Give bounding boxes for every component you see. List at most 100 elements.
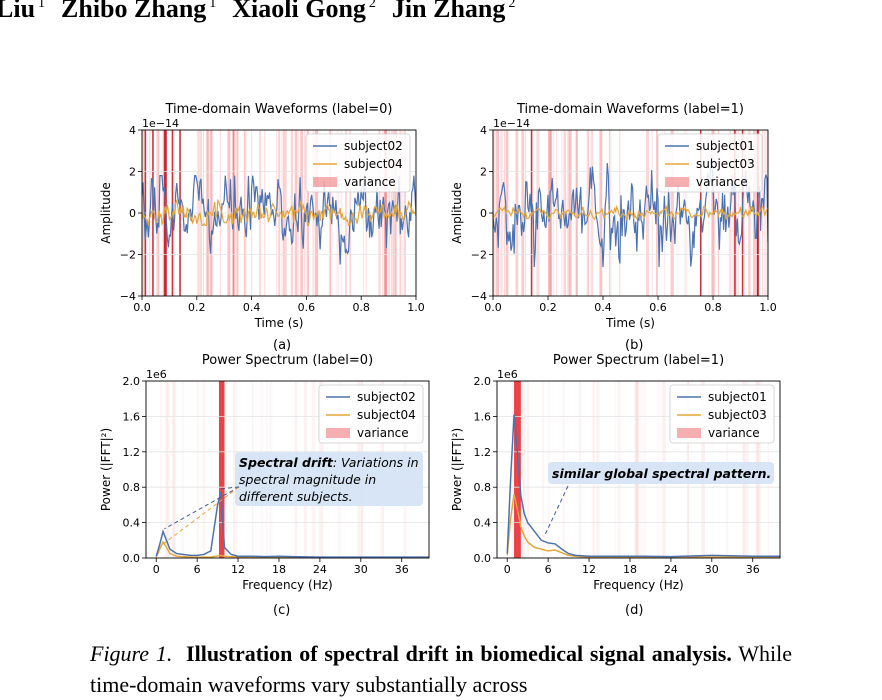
annotation-bold: Spectral drift xyxy=(239,455,334,470)
x-tick-label: 12 xyxy=(231,563,245,576)
series-line-subject01 xyxy=(506,414,780,558)
y-tick-label: 0.4 xyxy=(474,517,492,530)
caption-text: While time-domain waveforms vary substan… xyxy=(90,641,793,697)
legend-entry: variance xyxy=(708,426,760,440)
x-tick-label: 0.0 xyxy=(484,301,502,314)
variance-band xyxy=(160,381,162,558)
chart-title: Power Spectrum (label=1) xyxy=(553,353,724,368)
legend-entry: subject03 xyxy=(708,408,767,422)
plot-area xyxy=(142,130,416,296)
x-tick-label: 0.2 xyxy=(188,301,206,314)
series-line-subject02 xyxy=(142,175,416,265)
legend: subject01 subject03 variance xyxy=(657,133,763,193)
variance-band-peak xyxy=(514,381,521,558)
x-tick-label: 6 xyxy=(194,563,201,576)
ticks: 0 6 12 18 24 30 36 0.0 0.4 0.8 1.2 1.6 2.0 xyxy=(123,375,409,576)
chart-panel: 0.0 0.2 0.4 0.6 0.8 1.0 −4 −2 0 2 4 1e−14Time-domai… xyxy=(450,102,777,330)
variance-band xyxy=(197,381,200,558)
axes-frame xyxy=(145,380,430,559)
x-tick-label: 0.6 xyxy=(298,301,316,314)
legend-entry: variance xyxy=(344,175,396,189)
legend-box xyxy=(657,133,763,193)
x-tick-label: 0.8 xyxy=(352,301,370,314)
y-axis-label: Power (|FFT|²) xyxy=(99,428,113,511)
y-tick-label: 1.2 xyxy=(123,446,141,459)
series-line-subject03 xyxy=(493,204,768,222)
variance-band-peak xyxy=(218,381,225,558)
annotation-box xyxy=(548,462,774,484)
x-tick-label: 24 xyxy=(664,563,678,576)
y-tick-label: 0.8 xyxy=(474,481,492,494)
legend-box xyxy=(305,133,411,193)
y-tick-label: 2 xyxy=(480,166,487,179)
affiliation-marker: 1 xyxy=(38,0,46,12)
x-axis-label: Frequency (Hz) xyxy=(593,578,684,592)
gridlines xyxy=(497,381,780,558)
y-tick-label: 0.8 xyxy=(123,481,141,494)
annotation-box xyxy=(235,452,423,506)
annotation-line: different subjects. xyxy=(239,489,353,504)
variance-band xyxy=(172,381,176,558)
x-tick-label: 12 xyxy=(582,563,596,576)
x-axis-label: Time (s) xyxy=(254,316,304,330)
y-tick-label: 2.0 xyxy=(123,375,141,388)
panel-label-d: (d) xyxy=(625,603,644,618)
figure-label: Figure 1. xyxy=(90,641,173,666)
axis-offset-text: 1e6 xyxy=(497,368,518,381)
y-tick-label: 1.6 xyxy=(123,410,141,423)
annotation-line: : Variations in xyxy=(333,455,419,470)
legend-entry: subject03 xyxy=(696,157,755,171)
chart-panel: 0.0 0.2 0.4 0.6 0.8 1.0 −4 −2 0 2 4 1e−14Time-domai… xyxy=(99,102,425,330)
y-tick-label: 1.2 xyxy=(474,446,492,459)
axes-frame xyxy=(496,380,781,559)
legend: subject01 subject03 variance xyxy=(669,384,775,444)
ticks: 0.0 0.2 0.4 0.6 0.8 1.0 −4 −2 0 2 4 xyxy=(120,124,425,314)
legend-entry: variance xyxy=(357,426,409,440)
annotation-arrow xyxy=(164,486,240,530)
legend: subject02 subject04 variance xyxy=(318,384,424,444)
legend-swatch xyxy=(665,177,689,187)
chart-title: Time-domain Waveforms (label=1) xyxy=(516,102,744,117)
y-axis-label: Power (|FFT|²) xyxy=(450,428,464,511)
y-tick-label: −4 xyxy=(471,290,487,303)
x-tick-label: 0.4 xyxy=(243,301,261,314)
variance-band xyxy=(523,381,525,558)
x-tick-label: 1.0 xyxy=(759,301,777,314)
legend-swatch xyxy=(677,428,701,438)
x-tick-label: 30 xyxy=(354,563,368,576)
affiliation-marker: 1 xyxy=(209,0,217,12)
variance-band xyxy=(526,381,530,558)
x-tick-label: 0.4 xyxy=(594,301,612,314)
panel-label-b: (b) xyxy=(625,338,644,353)
x-tick-label: 30 xyxy=(705,563,719,576)
variance-band xyxy=(233,381,235,558)
x-tick-label: 0.0 xyxy=(133,301,151,314)
axis-offset-text: 1e−14 xyxy=(493,117,530,130)
y-tick-label: 2.0 xyxy=(474,375,492,388)
x-axis-label: Time (s) xyxy=(605,316,655,330)
variance-band xyxy=(181,381,184,558)
legend-entry: subject01 xyxy=(708,390,767,404)
author-name: Liu xyxy=(0,0,36,23)
x-tick-label: 0 xyxy=(504,563,511,576)
variance-band xyxy=(522,381,526,558)
x-tick-label: 24 xyxy=(313,563,327,576)
annotation-arrow xyxy=(160,486,240,547)
legend-entry: subject02 xyxy=(357,390,416,404)
panel-label-a: (a) xyxy=(273,338,292,353)
variance-band xyxy=(172,381,175,558)
x-tick-label: 0 xyxy=(153,563,160,576)
affiliation-marker: 2 xyxy=(368,0,376,12)
figure-panels: 0.0 0.2 0.4 0.6 0.8 1.0−4−20241e−14Time-domai… xyxy=(99,102,781,592)
annotation-text: similar global spectral pattern. xyxy=(552,466,771,481)
figure-caption: Figure 1. Illustration of spectral drift… xyxy=(90,638,792,700)
panel-label-c: (c) xyxy=(273,603,291,618)
variance-band xyxy=(541,381,545,558)
y-axis-label: Amplitude xyxy=(450,182,464,244)
y-tick-label: 0 xyxy=(129,207,136,220)
y-tick-label: 0.4 xyxy=(123,517,141,530)
annotation-line: spectral magnitude in xyxy=(239,472,376,487)
x-tick-label: 1.0 xyxy=(407,301,425,314)
legend-entry: subject01 xyxy=(696,139,755,153)
